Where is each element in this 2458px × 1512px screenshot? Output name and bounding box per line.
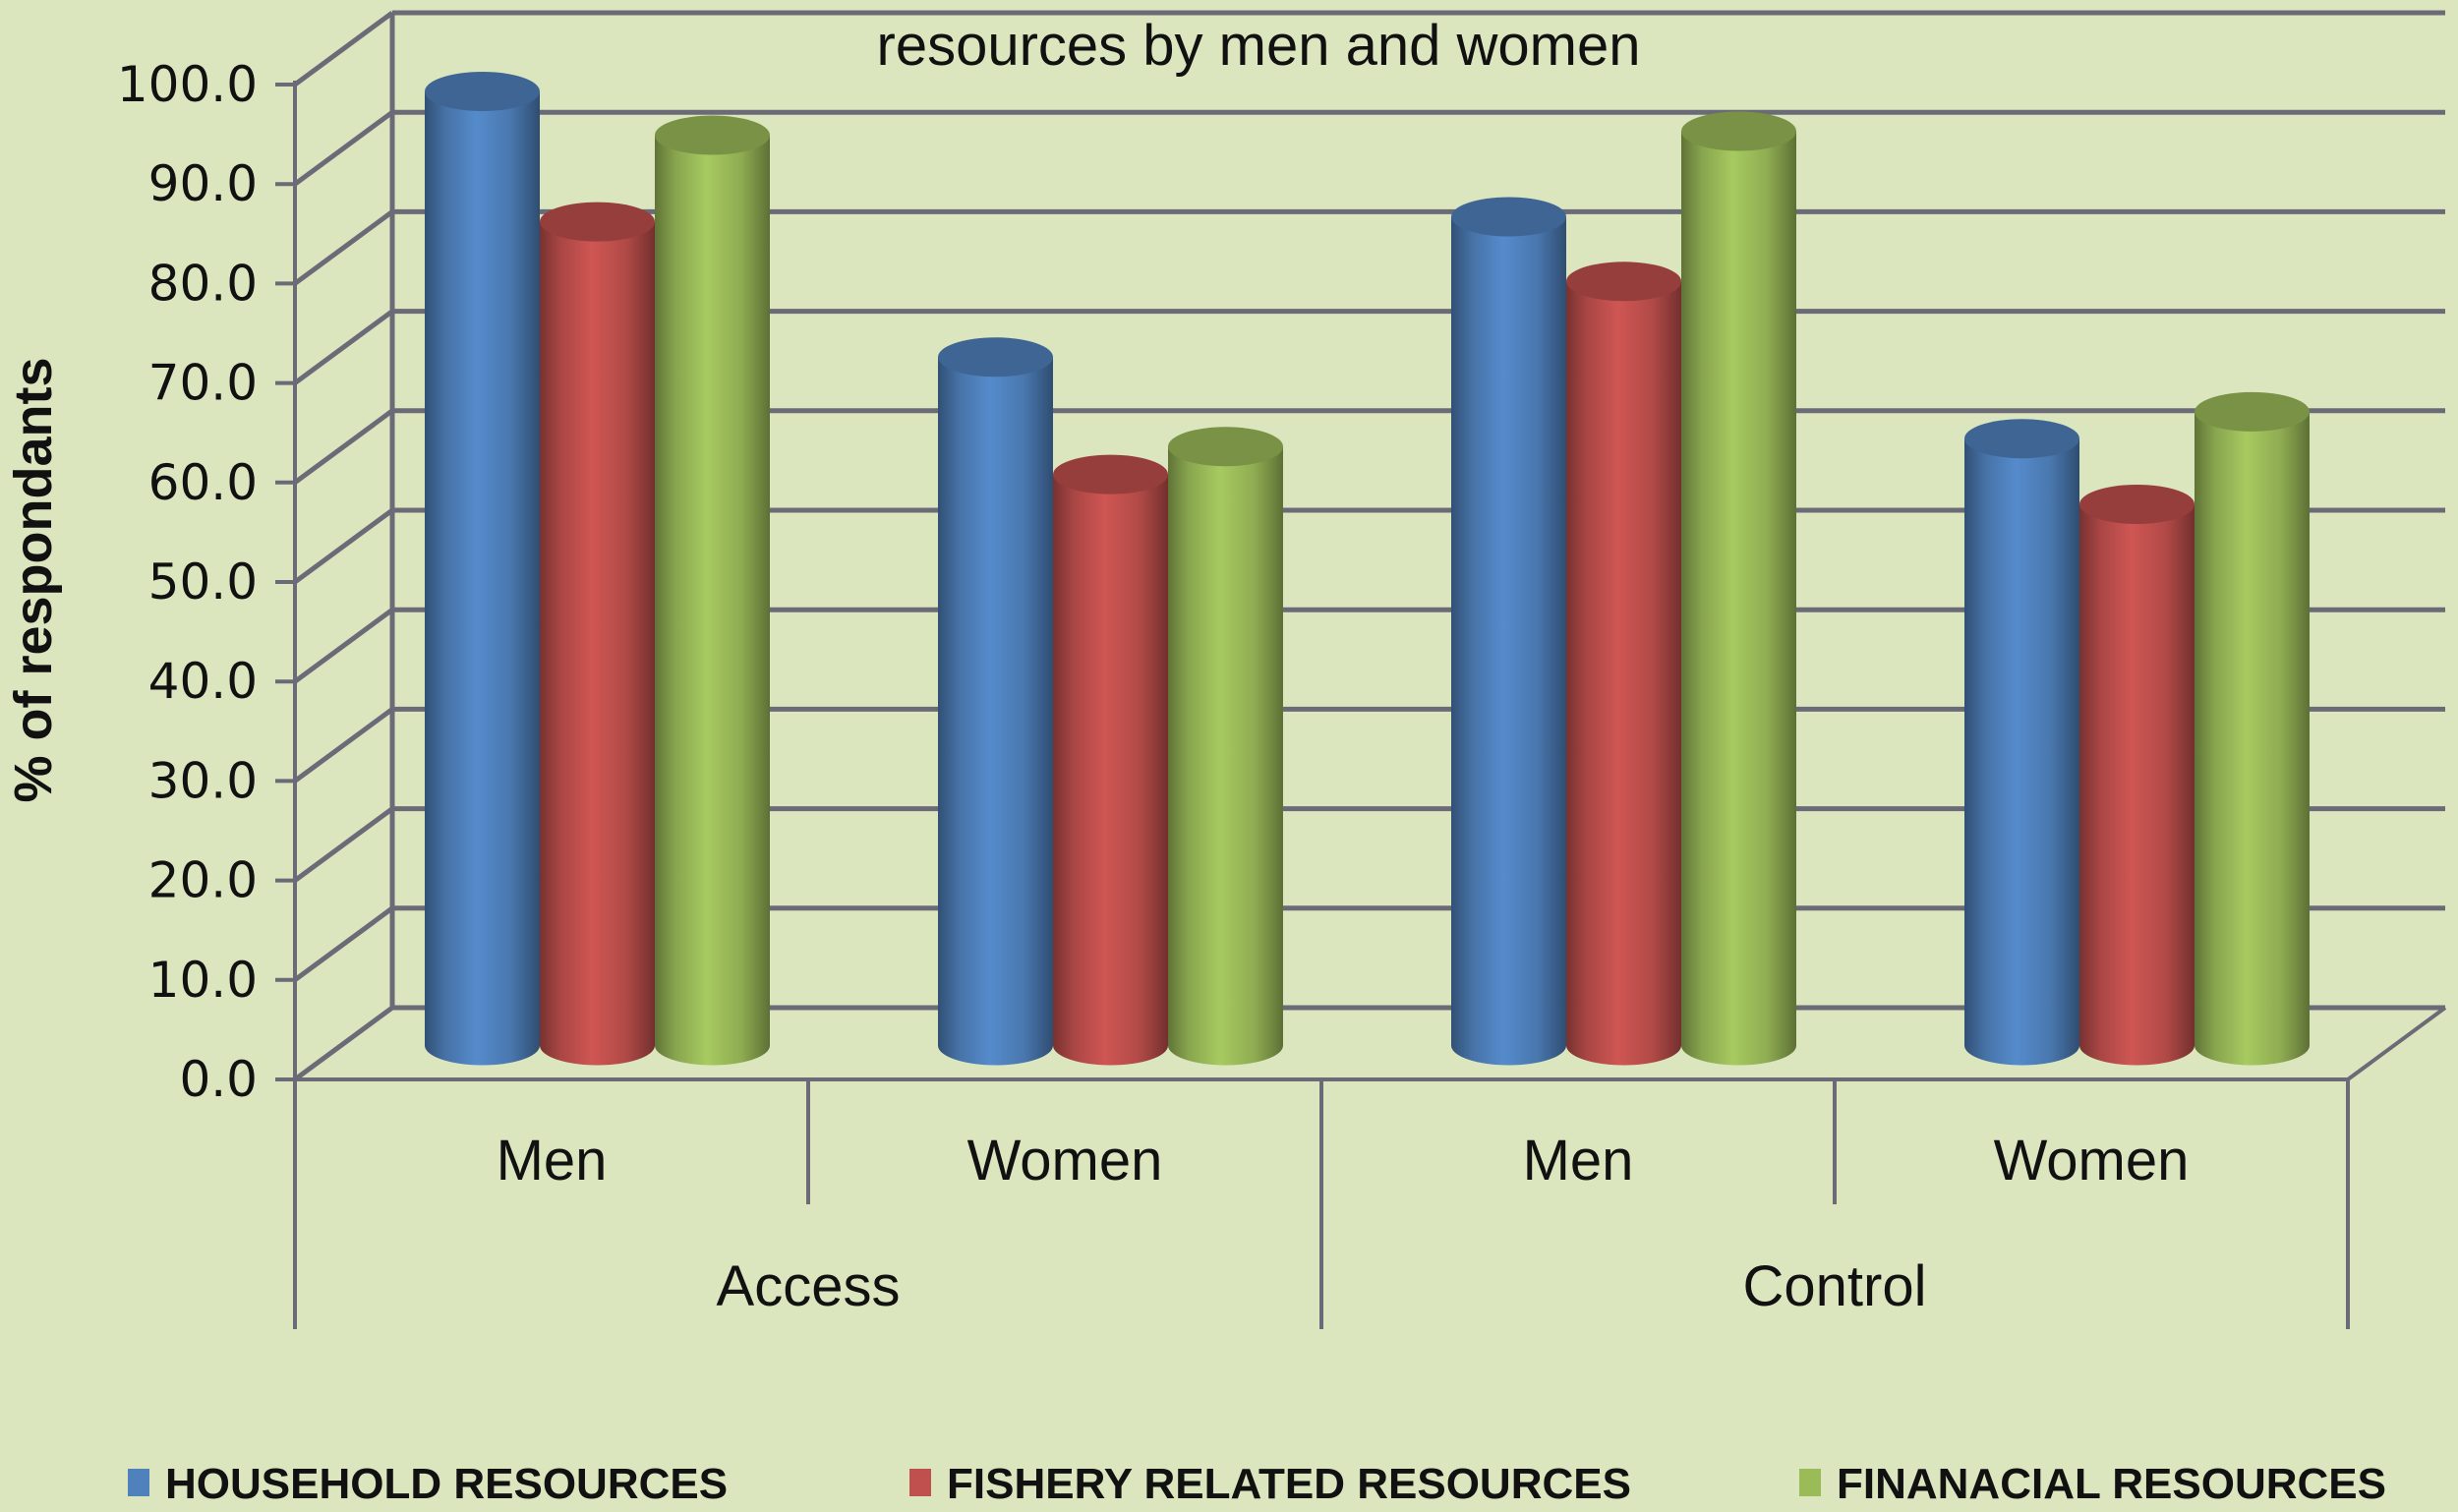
category-label: Men: [1523, 1129, 1634, 1192]
y-axis-ticks: 0.0 10.0 20.0 30.0 40.0 50.0 60.0 70.0 80.0 90.0 1…: [117, 56, 258, 1108]
y-tick-label: 20.0: [148, 852, 258, 909]
x-axis-categories: Men Women Access Men Women Control: [497, 1079, 2190, 1329]
bar: [655, 115, 770, 1066]
y-tick-label: 90.0: [148, 155, 258, 212]
y-axis-label: % of respondants: [4, 357, 63, 802]
y-tick-label: 70.0: [148, 355, 258, 412]
category-label: Women: [1994, 1129, 2190, 1192]
bars: [425, 72, 2310, 1066]
bar: [2079, 484, 2195, 1066]
bar: [1168, 427, 1284, 1066]
y-tick-label: 10.0: [148, 952, 258, 1009]
bar: [2195, 391, 2310, 1066]
y-tick-label: 100.0: [117, 56, 258, 113]
bar: [540, 202, 655, 1066]
legend-label: HOUSEHOLD RESOURCES: [165, 1460, 728, 1508]
legend-swatch: [128, 1469, 149, 1496]
legend-label: FINANACIAL RESOURCES: [1837, 1460, 2386, 1508]
legend-item: HOUSEHOLD RESOURCES: [128, 1460, 728, 1508]
y-tick-label: 30.0: [148, 752, 258, 809]
y-tick-label: 80.0: [148, 255, 258, 312]
y-tick-label: 40.0: [148, 653, 258, 710]
legend-swatch: [909, 1469, 931, 1496]
legend-item: FISHERY RELATED RESOURCES: [909, 1460, 1631, 1508]
bar: [425, 72, 540, 1066]
bar: [1451, 197, 1566, 1066]
legend-item: FINANACIAL RESOURCES: [1799, 1460, 2386, 1508]
legend-swatch: [1799, 1469, 1821, 1496]
bar: [1681, 111, 1796, 1066]
axes: [293, 13, 2447, 1329]
legend: HOUSEHOLD RESOURCES FISHERY RELATED RESOU…: [128, 1460, 2386, 1508]
y-tick-label: 60.0: [148, 454, 258, 511]
category-group-label: Control: [1743, 1254, 1927, 1318]
category-label: Men: [497, 1129, 608, 1192]
category-group-label: Access: [717, 1254, 901, 1318]
bar: [1964, 419, 2079, 1066]
y-tick-label: 0.0: [179, 1051, 258, 1108]
y-tick-label: 50.0: [148, 553, 258, 611]
bar: [1566, 262, 1681, 1066]
bar: [938, 337, 1053, 1066]
bar: [1053, 454, 1168, 1066]
category-label: Women: [967, 1129, 1163, 1192]
legend-label: FISHERY RELATED RESOURCES: [947, 1460, 1631, 1508]
chart-title: resources by men and women: [877, 14, 1641, 78]
